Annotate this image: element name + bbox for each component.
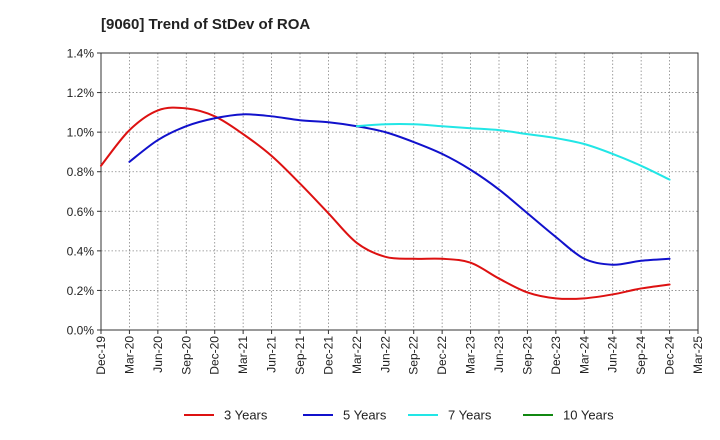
y-tick-label: 0.6%: [67, 205, 95, 219]
x-tick-label: Dec-20: [208, 336, 222, 375]
plot-area: [100, 52, 699, 331]
x-tick-label: Mar-20: [122, 336, 136, 374]
x-tick-label: Sep-23: [520, 336, 534, 375]
x-tick-label: Sep-20: [179, 336, 193, 375]
x-tick-label: Mar-25: [691, 336, 705, 374]
legend: 3 Years 5 Years 7 Years 10 Years: [184, 408, 614, 423]
series-line-2: [128, 113, 671, 266]
series-line-3: [355, 122, 671, 181]
x-tick-label: Jun-20: [151, 336, 165, 373]
y-tick-label: 0.0%: [67, 324, 95, 338]
x-tick-label: Mar-21: [236, 336, 250, 374]
legend-label: 7 Years: [448, 408, 492, 423]
x-tick-label: Sep-24: [634, 336, 648, 375]
y-tick-label: 1.4%: [67, 47, 95, 61]
x-tick-label: Dec-23: [549, 336, 563, 375]
series-lines: [100, 106, 671, 300]
x-tick-label: Sep-22: [407, 336, 421, 375]
y-tick-label: 0.2%: [67, 284, 95, 298]
y-tick-label: 1.2%: [67, 86, 95, 100]
y-tick-label: 0.8%: [67, 165, 95, 179]
x-tick-label: Mar-24: [577, 336, 591, 374]
legend-label: 5 Years: [343, 408, 387, 423]
chart-title: [9060] Trend of StDev of ROA: [101, 16, 311, 33]
x-tick-label: Mar-23: [464, 336, 478, 374]
x-tick-label: Dec-19: [94, 336, 108, 375]
axes: 0.0% 0.2% 0.4% 0.6% 0.8% 1.0% 1.2% 1.4% Dec-19 Ma…: [67, 47, 705, 375]
grid: [101, 52, 698, 330]
x-tick-label: Jun-21: [265, 336, 279, 373]
y-tick-label: 1.0%: [67, 126, 95, 140]
x-tick-label: Dec-24: [663, 336, 677, 375]
x-tick-label: Mar-22: [350, 336, 364, 374]
legend-label: 10 Years: [563, 408, 614, 423]
y-tick-label: 0.4%: [67, 244, 95, 258]
x-tick-label: Sep-21: [293, 336, 307, 375]
x-tick-label: Jun-22: [378, 336, 392, 373]
x-tick-label: Dec-21: [321, 336, 335, 375]
x-tick-label: Jun-24: [606, 336, 620, 373]
x-tick-label: Jun-23: [492, 336, 506, 373]
legend-label: 3 Years: [224, 408, 268, 423]
x-tick-label: Dec-22: [435, 336, 449, 375]
